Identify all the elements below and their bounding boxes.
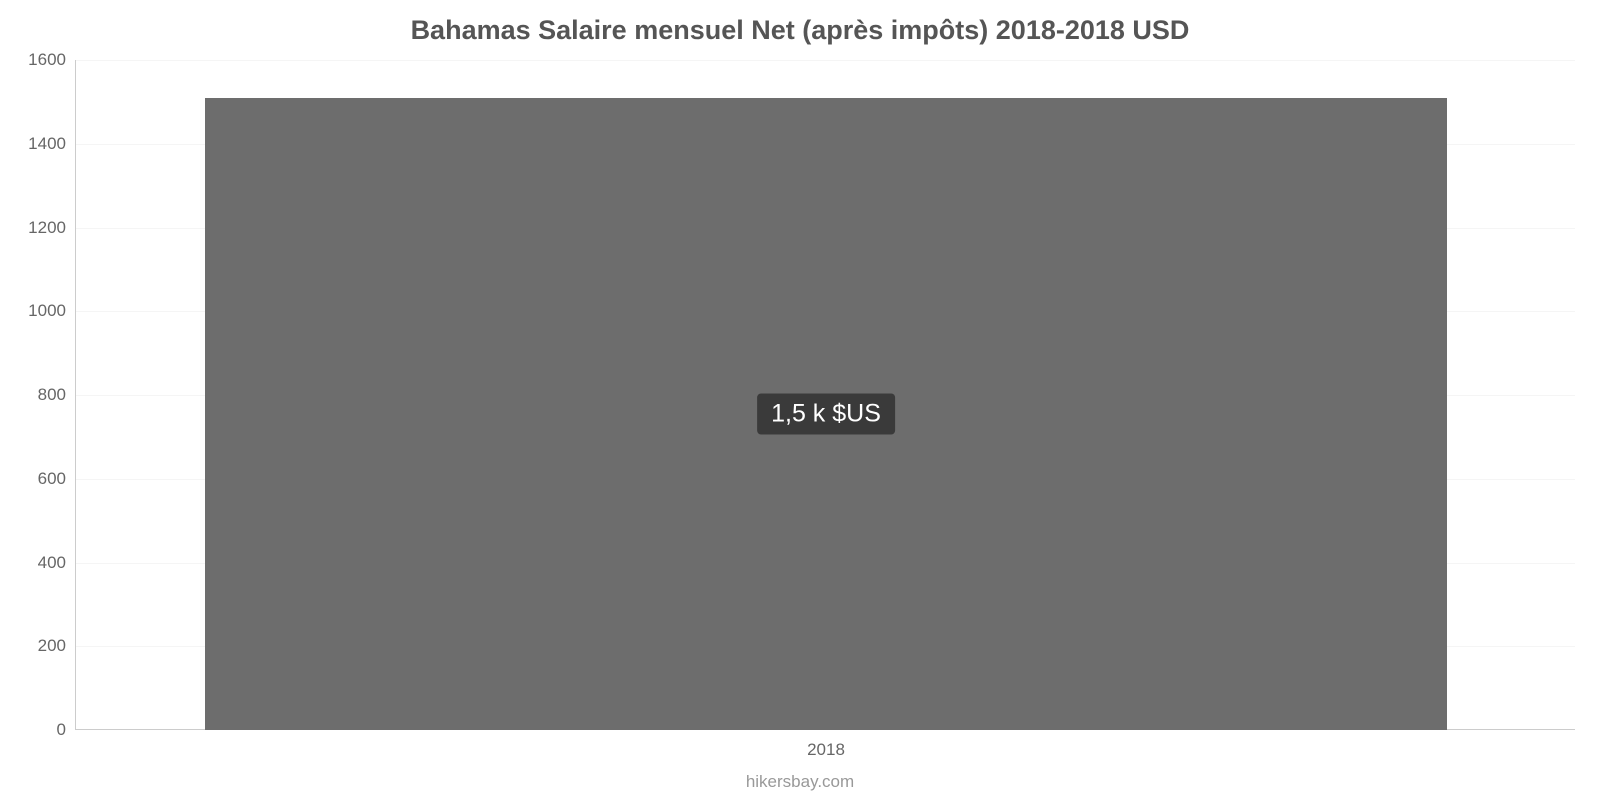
x-tick-label: 2018 <box>807 730 845 760</box>
chart-title: Bahamas Salaire mensuel Net (après impôt… <box>0 15 1600 46</box>
y-tick-label: 1200 <box>28 218 76 238</box>
grid-line <box>76 60 1575 61</box>
credit-label: hikersbay.com <box>0 772 1600 792</box>
y-tick-label: 400 <box>38 553 76 573</box>
y-tick-label: 800 <box>38 385 76 405</box>
chart-container: Bahamas Salaire mensuel Net (après impôt… <box>0 0 1600 800</box>
y-tick-label: 1400 <box>28 134 76 154</box>
y-tick-label: 1600 <box>28 50 76 70</box>
y-tick-label: 1000 <box>28 301 76 321</box>
y-tick-label: 0 <box>57 720 76 740</box>
plot-area: 0200400600800100012001400160020181,5 k $… <box>75 60 1575 730</box>
y-tick-label: 200 <box>38 636 76 656</box>
value-badge: 1,5 k $US <box>757 393 895 434</box>
y-tick-label: 600 <box>38 469 76 489</box>
